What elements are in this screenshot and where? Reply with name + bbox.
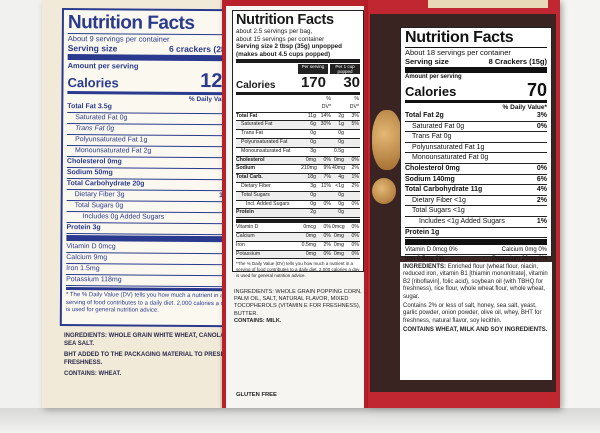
nutrient-row: Monounsaturated Fat 0g [405, 153, 547, 164]
nutrient-row: Saturated Fat 6g 30% 1g 5% [236, 121, 360, 131]
nutrient-row: Total Sugars <1g [405, 206, 547, 217]
nutrient-row: Trans Fat 0g 0g [236, 130, 360, 139]
nutrient-row: Sodium 210mg 9% 40mg 2% [236, 165, 360, 175]
panel-title: Nutrition Facts [405, 29, 514, 46]
calories-row: Calories 170 30 [236, 74, 360, 91]
cracker-box-left: Nutrition Facts About 9 servings per con… [42, 0, 240, 408]
serving-size: Serving size 6 crackers (28g) [67, 43, 234, 55]
cracker-box-right: Nutrition Facts About 18 servings per co… [368, 0, 560, 408]
nutrition-panel-right: Nutrition Facts About 18 servings per co… [400, 27, 552, 283]
footnote: *The % Daily Value (DV) tells you how mu… [236, 261, 360, 279]
nutrient-row: Protein 1g [405, 228, 547, 239]
cracker-image [372, 110, 402, 170]
nutrient-row: Includes <1g Added Sugars 1% [405, 217, 547, 228]
nutrient-row: Vitamin D 0mcg 0% 0mcg 0% [236, 224, 360, 233]
nutrient-row: Trans Fat 0g [405, 132, 547, 143]
serving-size-popped: (makes about 4.5 cups popped) [236, 50, 331, 58]
nutrient-row: Polyunsaturated Fat 0g 0g [236, 138, 360, 148]
nutrient-row: Total Carb. 18g 7% 4g 1% [236, 174, 360, 183]
panel-title: Nutrition Facts [67, 12, 195, 34]
nutrient-row: Total Sugars 0g 0g [236, 191, 360, 201]
nutrient-row: Polyunsaturated Fat 1g [405, 143, 547, 154]
nutrition-panel-middle: Nutrition Facts about 2.5 servings per b… [232, 10, 364, 278]
nutrient-row: Cholesterol 0mg 0% 0mg 0% [236, 156, 360, 166]
nutrient-row: Potassium 118mg2% [66, 275, 233, 288]
table-surface [0, 408, 600, 433]
servings-line-2: about 15 servings per container [236, 35, 325, 43]
nutrition-panel-left: Nutrition Facts About 9 servings per con… [59, 8, 240, 328]
panel-title: Nutrition Facts [236, 12, 334, 28]
serving-size: Serving size 2 tbsp (35g) unpopped [236, 43, 343, 50]
background-left [0, 0, 42, 408]
nutrient-row: Protein 2g 0g [236, 209, 360, 219]
nutrient-row: Iron 0.5mg 2% 0mg 0% [236, 242, 360, 251]
nutrient-row: Incl. Added Sugars 0g 0% 0g 0% [236, 201, 360, 210]
amount-per-serving: Amount per serving [405, 74, 462, 80]
nutrient-row: Total Fat 11g 14% 2g 3% [236, 113, 360, 122]
nutrient-row: Protein 3g [66, 223, 233, 236]
nutrient-row: Dietary Fiber 3g 11% <1g 2% [236, 183, 360, 192]
gluten-free-label: Gluten free [236, 392, 277, 398]
ingredients-right: Ingredients: Enriched flour (wheat flour… [400, 262, 552, 380]
nutrient-row: Potassium 0mg 0% 0mg 0% [236, 250, 360, 260]
servings-line-1: about 2.5 servings per bag, [236, 28, 313, 35]
nutrient-row: Dietary Fiber <1g 2% [405, 196, 547, 207]
calories-row: Calories 70 [405, 80, 547, 100]
nutrient-row: Sodium 140mg 6% [405, 175, 547, 186]
ingredients-left: Ingredients: whole grain white wheat, ca… [64, 333, 238, 377]
column-headers: Per serving Per 1 cup popped [236, 64, 360, 74]
background-right [560, 0, 600, 408]
footnote: * The % Daily Value (DV) tells you how m… [65, 292, 231, 314]
nutrient-row: Monounsaturated Fat 3g 0.5g [236, 148, 360, 157]
nutrient-row: Total Carbohydrate 11g 4% [405, 185, 547, 196]
dv-header: % Daily Value* [502, 104, 547, 111]
nutrient-row: Calcium 0mg 0% 0mg 0% [236, 232, 360, 242]
servings-per-container: About 18 servings per container [405, 48, 511, 57]
serving-size: Serving size 8 Crackers (15g) [405, 57, 547, 66]
nutrient-row: Total Fat 2g 3% [405, 111, 547, 122]
popcorn-box-middle: Nutrition Facts about 2.5 servings per b… [222, 0, 368, 408]
dv-header: % DV*% DV* [236, 96, 360, 113]
ingredients-middle: Ingredients: whole grain popping corn, p… [234, 289, 362, 324]
cracker-image [372, 178, 396, 204]
calories-row: Calories 120 [67, 69, 234, 93]
